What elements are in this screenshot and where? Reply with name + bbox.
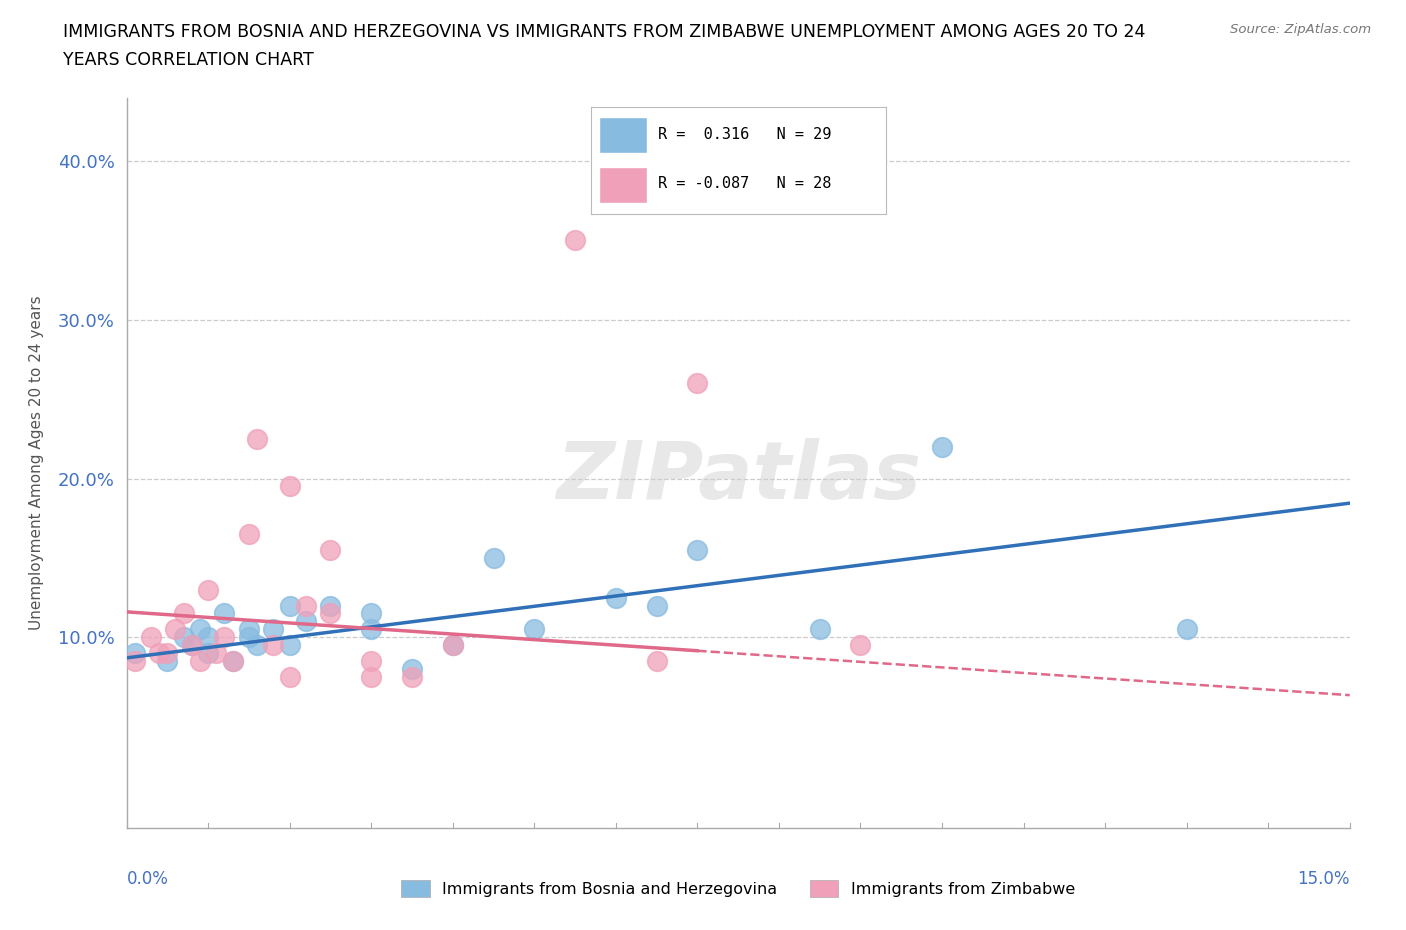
Y-axis label: Unemployment Among Ages 20 to 24 years: Unemployment Among Ages 20 to 24 years: [30, 296, 44, 630]
Point: [278, 670, 301, 684]
Point: [165, 622, 187, 637]
Text: R = -0.087   N = 28: R = -0.087 N = 28: [658, 176, 832, 191]
Point: [1175, 622, 1198, 637]
Point: [238, 526, 260, 541]
Text: R =  0.316   N = 29: R = 0.316 N = 29: [658, 126, 832, 141]
Point: [180, 638, 202, 653]
Point: [319, 598, 342, 613]
Point: [360, 606, 382, 621]
Point: [188, 622, 211, 637]
Point: [523, 622, 546, 637]
Point: [238, 622, 260, 637]
Point: [214, 606, 236, 621]
Point: [124, 645, 146, 660]
Point: [156, 645, 179, 660]
Point: [205, 645, 228, 660]
FancyBboxPatch shape: [599, 116, 647, 153]
FancyBboxPatch shape: [599, 166, 647, 204]
Text: YEARS CORRELATION CHART: YEARS CORRELATION CHART: [63, 51, 314, 69]
Point: [564, 233, 586, 248]
Point: [262, 622, 284, 637]
Point: [686, 376, 709, 391]
Point: [482, 551, 505, 565]
Point: [197, 582, 219, 597]
Point: [401, 661, 423, 676]
Point: [360, 622, 382, 637]
Point: [188, 654, 211, 669]
Point: [441, 638, 464, 653]
Point: [246, 638, 269, 653]
Point: [278, 479, 301, 494]
Point: [173, 606, 195, 621]
Point: [645, 654, 668, 669]
Text: ZIPatlas: ZIPatlas: [555, 438, 921, 516]
Point: [148, 645, 170, 660]
Point: [156, 654, 179, 669]
Point: [214, 630, 236, 644]
Point: [295, 598, 318, 613]
Text: Source: ZipAtlas.com: Source: ZipAtlas.com: [1230, 23, 1371, 36]
Point: [262, 638, 284, 653]
Point: [605, 591, 627, 605]
Point: [686, 542, 709, 557]
Point: [441, 638, 464, 653]
Point: [401, 670, 423, 684]
Legend: Immigrants from Bosnia and Herzegovina, Immigrants from Zimbabwe: Immigrants from Bosnia and Herzegovina, …: [395, 873, 1081, 904]
Point: [319, 542, 342, 557]
Point: [197, 645, 219, 660]
Point: [278, 638, 301, 653]
Text: 15.0%: 15.0%: [1298, 870, 1350, 887]
Point: [221, 654, 243, 669]
Point: [246, 432, 269, 446]
Point: [180, 638, 202, 653]
Point: [808, 622, 831, 637]
Point: [278, 598, 301, 613]
Point: [295, 614, 318, 629]
Point: [221, 654, 243, 669]
Point: [360, 654, 382, 669]
Point: [124, 654, 146, 669]
Point: [319, 606, 342, 621]
Point: [360, 670, 382, 684]
Point: [139, 630, 162, 644]
Point: [173, 630, 195, 644]
Text: IMMIGRANTS FROM BOSNIA AND HERZEGOVINA VS IMMIGRANTS FROM ZIMBABWE UNEMPLOYMENT : IMMIGRANTS FROM BOSNIA AND HERZEGOVINA V…: [63, 23, 1146, 41]
Point: [931, 439, 953, 454]
Text: 0.0%: 0.0%: [127, 870, 169, 887]
Point: [197, 630, 219, 644]
Point: [645, 598, 668, 613]
Point: [238, 630, 260, 644]
Point: [849, 638, 872, 653]
